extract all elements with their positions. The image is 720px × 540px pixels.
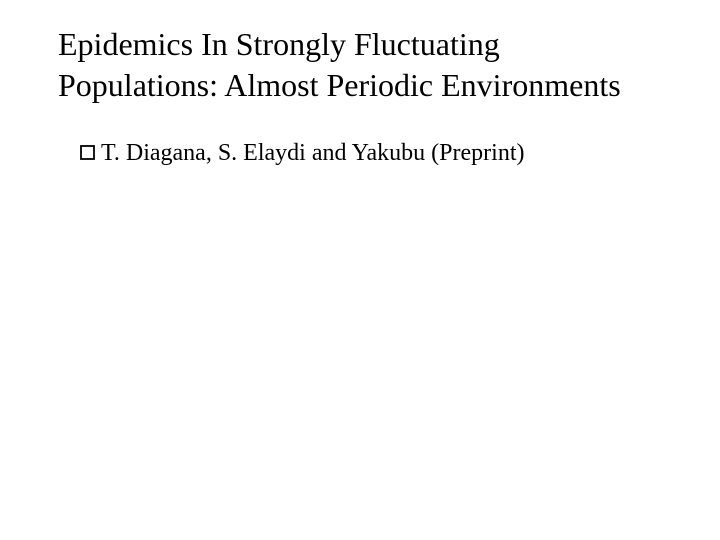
hollow-square-icon xyxy=(80,145,95,160)
bullet-text: T. Diagana, S. Elaydi and Yakubu (Prepri… xyxy=(101,138,524,169)
list-item: T. Diagana, S. Elaydi and Yakubu (Prepri… xyxy=(80,138,662,169)
bullet-list: T. Diagana, S. Elaydi and Yakubu (Prepri… xyxy=(58,138,662,169)
slide-title: Epidemics In Strongly Fluctuating Popula… xyxy=(58,24,662,106)
